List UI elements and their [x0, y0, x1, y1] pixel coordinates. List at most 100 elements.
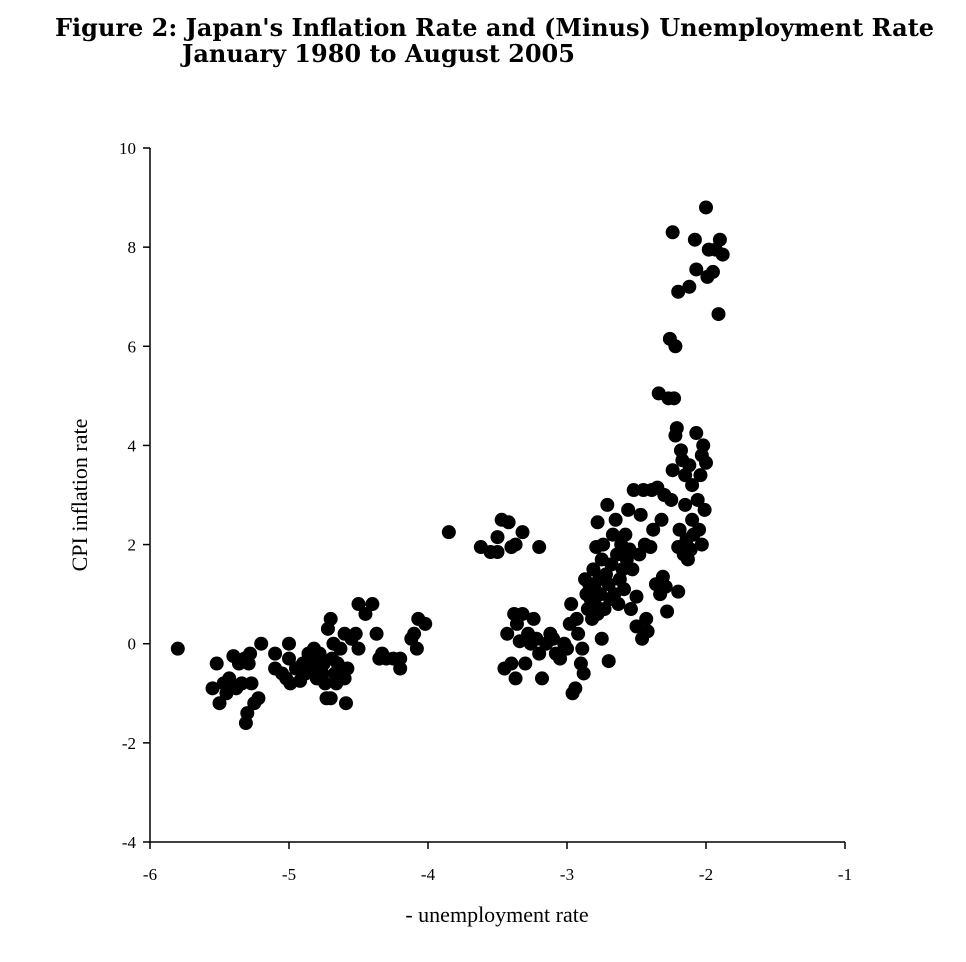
data-point	[660, 604, 675, 619]
data-point	[639, 611, 654, 626]
data-point	[490, 545, 505, 560]
data-point	[393, 661, 408, 676]
data-point	[222, 671, 237, 686]
data-point	[685, 512, 700, 527]
data-point	[629, 589, 644, 604]
data-point	[696, 438, 711, 453]
data-point	[333, 641, 348, 656]
data-point	[418, 616, 433, 631]
data-point	[526, 611, 541, 626]
data-point	[365, 597, 380, 612]
y-axis-label: CPI inflation rate	[67, 419, 92, 572]
data-point	[170, 641, 185, 656]
data-point	[671, 584, 686, 599]
data-point	[654, 512, 669, 527]
data-point	[515, 525, 530, 540]
x-tick-label: -5	[282, 865, 296, 884]
data-point	[508, 671, 523, 686]
data-point	[658, 579, 673, 594]
data-point	[629, 619, 644, 634]
data-point	[560, 641, 574, 656]
y-tick-label: 4	[128, 436, 137, 455]
axes: -6 -5 -4 -3 -2 -1 -4 -2 0 2 4 6 8 10	[119, 139, 852, 884]
data-point	[282, 636, 296, 651]
data-point	[532, 646, 547, 661]
data-point	[348, 626, 363, 641]
data-point	[268, 646, 283, 661]
x-tick-label: -6	[143, 865, 157, 884]
data-point	[576, 666, 591, 681]
data-point	[621, 502, 636, 517]
data-point	[518, 656, 533, 671]
data-point	[689, 426, 704, 441]
y-tick-label: -4	[122, 833, 137, 852]
x-tick-label: -3	[560, 865, 574, 884]
data-point	[690, 492, 705, 507]
data-points	[170, 200, 730, 731]
data-point	[571, 626, 586, 641]
chart-subtitle: January 1980 to August 2005	[182, 39, 575, 68]
data-point	[568, 681, 583, 696]
data-point	[205, 681, 220, 696]
data-point	[546, 631, 561, 646]
data-point	[340, 661, 355, 676]
data-point	[409, 641, 424, 656]
data-point	[508, 537, 523, 552]
data-point	[697, 502, 712, 517]
data-point	[711, 307, 726, 322]
data-point	[694, 537, 709, 552]
data-point	[393, 651, 408, 666]
data-point	[569, 611, 584, 626]
data-point	[323, 611, 338, 626]
data-point	[685, 478, 700, 493]
data-point	[298, 666, 313, 681]
data-point	[369, 626, 384, 641]
y-tick-label: 2	[128, 536, 137, 555]
data-point	[500, 626, 515, 641]
data-point	[338, 696, 353, 711]
y-tick-label: 0	[128, 635, 137, 654]
data-point	[712, 232, 727, 247]
x-tick-label: -1	[838, 865, 852, 884]
data-point	[665, 225, 680, 240]
data-point	[282, 651, 296, 666]
data-point	[240, 706, 255, 721]
data-point	[671, 284, 686, 299]
data-point	[251, 691, 266, 706]
data-point	[234, 676, 249, 691]
data-point	[590, 515, 605, 530]
data-point	[665, 463, 680, 478]
y-tick-label: 8	[128, 238, 137, 257]
data-point	[664, 492, 679, 507]
data-point	[515, 606, 530, 621]
data-point	[687, 232, 702, 247]
data-point	[209, 656, 224, 671]
data-point	[534, 671, 549, 686]
data-point	[605, 527, 620, 542]
data-point	[618, 527, 633, 542]
data-point	[351, 641, 366, 656]
y-tick-label: 6	[128, 337, 137, 356]
data-point	[625, 562, 640, 577]
data-point	[490, 530, 505, 545]
data-point	[616, 582, 631, 597]
data-point	[358, 606, 373, 621]
data-point	[705, 264, 720, 279]
data-point	[564, 597, 579, 612]
data-point	[600, 497, 615, 512]
data-point	[678, 497, 693, 512]
data-point	[683, 542, 698, 557]
data-point	[323, 691, 338, 706]
data-point	[715, 247, 730, 262]
data-point	[646, 522, 661, 537]
y-tick-label: -2	[122, 734, 136, 753]
data-point	[243, 646, 258, 661]
data-point	[611, 597, 626, 612]
data-point	[601, 654, 616, 669]
data-point	[351, 597, 366, 612]
data-point	[668, 339, 683, 354]
data-point	[244, 676, 259, 691]
data-point	[640, 624, 655, 639]
x-axis-label: - unemployment rate	[405, 902, 588, 927]
